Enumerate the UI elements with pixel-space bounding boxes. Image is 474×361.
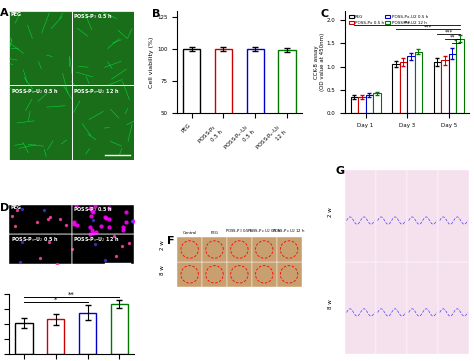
Text: *: *: [454, 39, 456, 44]
Bar: [407, 56, 415, 113]
Bar: [376, 262, 407, 354]
Bar: [9, 11, 72, 86]
Bar: [227, 237, 252, 262]
Y-axis label: CCK-8 assay
(OD value at 450nm): CCK-8 assay (OD value at 450nm): [314, 33, 325, 91]
Text: POSS-P$_3$ 0.5 h: POSS-P$_3$ 0.5 h: [73, 12, 113, 21]
Bar: [72, 86, 134, 160]
Text: ***: ***: [445, 30, 453, 35]
Text: POSS-P$_x$-U$_2$ 0.5 h: POSS-P$_x$-U$_2$ 0.5 h: [11, 87, 59, 96]
Text: **: **: [450, 34, 456, 39]
Bar: [277, 262, 301, 287]
Text: **: **: [68, 292, 75, 298]
Text: POSS-P$_3$ 0.5 h: POSS-P$_3$ 0.5 h: [225, 227, 254, 235]
Bar: [72, 235, 134, 264]
Bar: [400, 62, 407, 113]
Text: POSS-P$_x$-U$_2$ 12 h: POSS-P$_x$-U$_2$ 12 h: [73, 235, 119, 244]
Bar: [438, 262, 469, 354]
Text: B: B: [152, 9, 161, 19]
Bar: [9, 235, 72, 264]
Text: ***: ***: [424, 25, 432, 30]
Bar: [407, 170, 438, 262]
Text: POSS-P$_x$-U$_2$ 12 h: POSS-P$_x$-U$_2$ 12 h: [73, 87, 119, 96]
Text: D: D: [0, 204, 9, 213]
Text: POSS-P$_3$ 0.5 h: POSS-P$_3$ 0.5 h: [73, 205, 113, 214]
Bar: [365, 95, 373, 113]
Bar: [79, 313, 96, 354]
Bar: [441, 61, 449, 113]
Text: POSS-P$_x$-U$_2$ 12 h: POSS-P$_x$-U$_2$ 12 h: [273, 227, 306, 235]
Bar: [345, 170, 376, 262]
Bar: [110, 304, 128, 354]
Y-axis label: Cell viability (%): Cell viability (%): [149, 36, 154, 88]
Text: 2 w: 2 w: [160, 241, 165, 251]
Text: C: C: [320, 9, 328, 19]
Text: PEG: PEG: [210, 231, 219, 235]
Legend: PEG, POSS-Px 0.5 h, POSS-Px-U2 0.5 h, POSS-Px-U2 12 h: PEG, POSS-Px 0.5 h, POSS-Px-U2 0.5 h, PO…: [347, 13, 429, 26]
Text: PEG: PEG: [11, 12, 22, 17]
Bar: [177, 237, 202, 262]
Bar: [415, 52, 422, 113]
Bar: [9, 86, 72, 160]
Text: ***: ***: [403, 20, 411, 25]
Bar: [227, 262, 252, 287]
Bar: [215, 49, 232, 177]
Bar: [252, 262, 277, 287]
Text: 2 w: 2 w: [328, 207, 333, 217]
Bar: [277, 237, 301, 262]
Text: A: A: [0, 8, 8, 18]
Text: 8 w: 8 w: [160, 266, 165, 275]
Bar: [449, 53, 456, 113]
Bar: [392, 64, 400, 113]
Text: POSS-P$_x$-U$_2$ 0.5 h: POSS-P$_x$-U$_2$ 0.5 h: [247, 227, 282, 235]
Bar: [15, 323, 33, 354]
Bar: [376, 170, 407, 262]
Bar: [47, 319, 64, 354]
Bar: [407, 262, 438, 354]
Text: F: F: [167, 236, 175, 246]
Bar: [373, 93, 381, 113]
Text: 8 w: 8 w: [328, 299, 333, 309]
Bar: [202, 237, 227, 262]
Bar: [456, 39, 464, 113]
Bar: [246, 49, 264, 177]
Bar: [351, 97, 358, 113]
Bar: [278, 51, 296, 177]
Bar: [202, 262, 227, 287]
Text: G: G: [335, 166, 344, 177]
Text: *: *: [54, 297, 57, 303]
Bar: [183, 49, 201, 177]
Bar: [438, 170, 469, 262]
Bar: [9, 205, 72, 235]
Bar: [252, 237, 277, 262]
Bar: [72, 11, 134, 86]
Bar: [434, 62, 441, 113]
Bar: [72, 205, 134, 235]
Bar: [358, 97, 365, 113]
Bar: [177, 262, 202, 287]
Bar: [345, 262, 376, 354]
Text: PEG: PEG: [11, 205, 22, 210]
Text: Control: Control: [182, 231, 197, 235]
Text: POSS-P$_x$-U$_2$ 0.5 h: POSS-P$_x$-U$_2$ 0.5 h: [11, 235, 59, 244]
